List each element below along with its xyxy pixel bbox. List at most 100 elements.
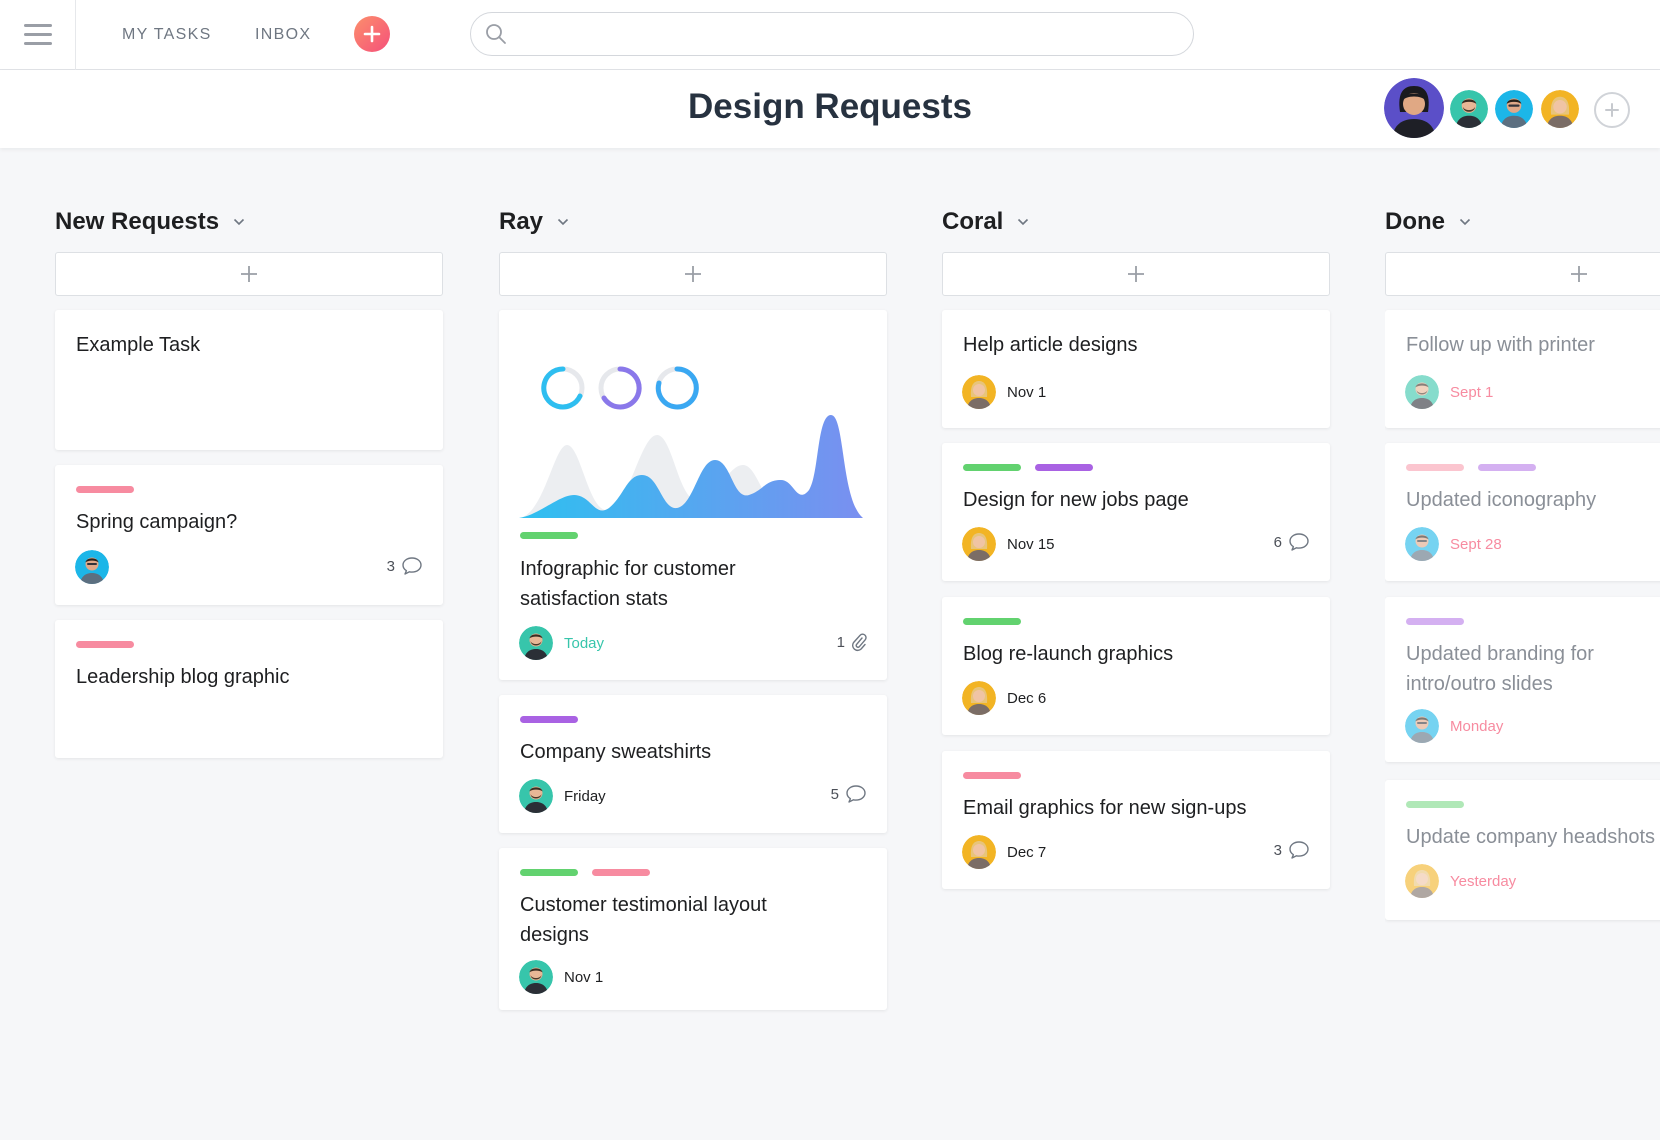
tag-green: [1406, 801, 1464, 808]
task-card[interactable]: Help article designs Nov 1: [942, 310, 1330, 428]
tag-pink: [1406, 464, 1464, 471]
chevron-down-icon[interactable]: [1017, 218, 1029, 226]
menu-button[interactable]: [0, 0, 76, 70]
nav-my-tasks[interactable]: MY TASKS: [122, 26, 212, 43]
assignee-avatar[interactable]: [962, 375, 996, 409]
comment-icon: [1289, 841, 1309, 859]
due-date: Dec 6: [1007, 690, 1047, 707]
avatar[interactable]: [1384, 78, 1444, 138]
tag-green: [520, 532, 578, 539]
avatar[interactable]: [1495, 90, 1533, 128]
plus-icon: [1605, 103, 1619, 117]
comment-count[interactable]: 5: [831, 784, 867, 804]
quick-add-button[interactable]: [354, 16, 390, 52]
add-task-button[interactable]: [942, 252, 1330, 296]
comment-count-value: 5: [830, 785, 839, 803]
due-date: Monday: [1450, 718, 1504, 735]
assignee-avatar[interactable]: [519, 779, 553, 813]
column-done: Done Follow up with printer Sept 1 Updat…: [1385, 200, 1660, 940]
plus-icon: [363, 25, 381, 43]
task-title: Design for new jobs page: [963, 489, 1189, 511]
assignee-avatar[interactable]: [1405, 375, 1439, 409]
task-tags: [520, 716, 578, 723]
task-card[interactable]: Email graphics for new sign-ups Dec 7 3: [942, 751, 1330, 889]
person-icon: [519, 626, 553, 660]
nav-inbox[interactable]: INBOX: [255, 26, 312, 43]
task-card[interactable]: Infographic for customer satisfaction st…: [499, 310, 887, 680]
plus-icon: [241, 266, 257, 282]
column-title: Coral: [942, 208, 1004, 235]
task-card[interactable]: Follow up with printer Sept 1: [1385, 310, 1660, 428]
task-card[interactable]: Company sweatshirts Friday 5: [499, 695, 887, 833]
add-task-button[interactable]: [499, 252, 887, 296]
chevron-down-icon[interactable]: [1459, 218, 1471, 226]
avatar[interactable]: [1450, 90, 1488, 128]
task-card[interactable]: Customer testimonial layout designs Nov …: [499, 848, 887, 1010]
person-icon: [75, 550, 109, 584]
add-member-button[interactable]: [1594, 92, 1630, 128]
due-date: Sept 1: [1450, 384, 1494, 401]
avatar[interactable]: [1541, 90, 1579, 128]
chevron-down-icon[interactable]: [557, 218, 569, 226]
column-header[interactable]: Done: [1385, 200, 1660, 244]
person-icon: [1495, 90, 1533, 128]
comment-count[interactable]: 3: [387, 556, 423, 576]
comment-icon: [846, 785, 866, 803]
column-new-requests: New Requests Example Task Spring campaig…: [55, 200, 443, 758]
tag-purple: [1035, 464, 1093, 471]
chevron-down-icon[interactable]: [233, 218, 245, 226]
comment-count[interactable]: 3: [1274, 840, 1310, 860]
assignee-avatar[interactable]: [519, 960, 553, 994]
tag-pink: [76, 641, 134, 648]
task-card[interactable]: Update company headshots Yesterday: [1385, 780, 1660, 920]
column-header[interactable]: Ray: [499, 200, 887, 244]
comment-count-value: 3: [386, 557, 395, 575]
page-title: Design Requests: [688, 87, 972, 126]
hamburger-icon: [23, 24, 52, 46]
tag-green: [963, 618, 1021, 625]
task-tags: [963, 772, 1021, 779]
project-header: Design Requests: [0, 70, 1660, 148]
task-tags: [1406, 801, 1464, 808]
task-tags: [963, 464, 1093, 471]
due-date: Dec 7: [1007, 844, 1047, 861]
assignee-avatar[interactable]: [519, 626, 553, 660]
tag-green: [520, 869, 578, 876]
assignee-avatar[interactable]: [962, 681, 996, 715]
due-date: Sept 28: [1450, 536, 1502, 553]
add-task-button[interactable]: [1385, 252, 1660, 296]
task-card[interactable]: Leadership blog graphic: [55, 620, 443, 758]
attachment-count-value: 1: [836, 633, 845, 651]
task-tags: [520, 532, 578, 539]
assignee-avatar[interactable]: [1405, 709, 1439, 743]
attachment-count[interactable]: 1: [837, 632, 867, 652]
search-input[interactable]: [517, 21, 1177, 47]
assignee-avatar[interactable]: [962, 527, 996, 561]
assignee-avatar[interactable]: [75, 550, 109, 584]
assignee-avatar[interactable]: [1405, 527, 1439, 561]
due-date: Friday: [564, 788, 606, 805]
task-title: Updated branding for intro/outro slides: [1406, 643, 1594, 695]
task-card[interactable]: Blog re-launch graphics Dec 6: [942, 597, 1330, 735]
column-header[interactable]: Coral: [942, 200, 1330, 244]
plus-icon: [1128, 266, 1144, 282]
column-header[interactable]: New Requests: [55, 200, 443, 244]
tag-pink: [76, 486, 134, 493]
add-task-button[interactable]: [55, 252, 443, 296]
search-bar[interactable]: [470, 12, 1194, 56]
task-card[interactable]: Updated iconography Sept 28: [1385, 443, 1660, 581]
task-card[interactable]: Spring campaign? 3: [55, 465, 443, 605]
assignee-avatar[interactable]: [1405, 864, 1439, 898]
assignee-avatar[interactable]: [962, 835, 996, 869]
comment-count[interactable]: 6: [1274, 532, 1310, 552]
task-tags: [963, 618, 1021, 625]
task-title: Company sweatshirts: [520, 741, 712, 763]
person-icon: [519, 779, 553, 813]
task-card[interactable]: Example Task: [55, 310, 443, 450]
task-card[interactable]: Updated branding for intro/outro slides …: [1385, 597, 1660, 762]
due-date: Nov 1: [1007, 384, 1047, 401]
task-title: Email graphics for new sign-ups: [963, 797, 1247, 819]
task-title: Blog re-launch graphics: [963, 643, 1174, 665]
task-card[interactable]: Design for new jobs page Nov 15 6: [942, 443, 1330, 581]
person-icon: [1384, 78, 1444, 138]
